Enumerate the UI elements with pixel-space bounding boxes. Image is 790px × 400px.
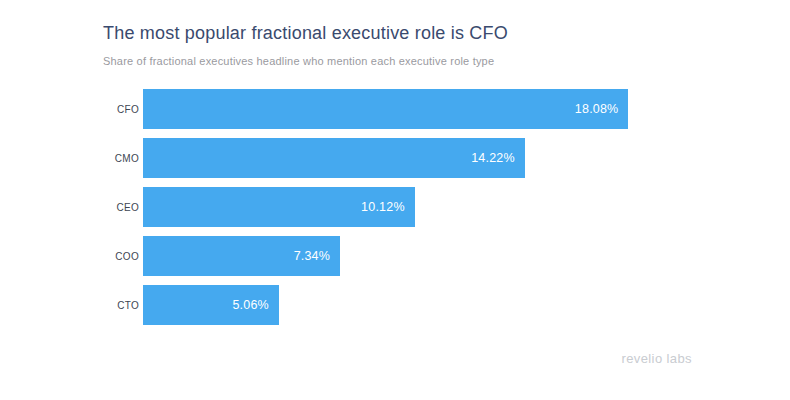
bar-track: 5.06% <box>143 285 680 325</box>
revelio-labs-logo: revelio labs <box>621 351 692 366</box>
chart-subtitle: Share of fractional executives headline … <box>103 55 790 67</box>
bar-value-label: 7.34% <box>294 249 330 263</box>
bar: 14.22% <box>143 138 525 178</box>
category-label: CEO <box>103 202 143 213</box>
category-label: CTO <box>103 300 143 311</box>
category-label: COO <box>103 251 143 262</box>
bar: 10.12% <box>143 187 415 227</box>
chart-title: The most popular fractional executive ro… <box>103 23 790 44</box>
bar: 7.34% <box>143 236 340 276</box>
bar-track: 14.22% <box>143 138 680 178</box>
bar-track: 18.08% <box>143 89 680 129</box>
bar-row: CMO 14.22% <box>103 138 790 178</box>
bar-row: CTO 5.06% <box>103 285 790 325</box>
chart-card: The most popular fractional executive ro… <box>0 0 790 400</box>
bar-row: CEO 10.12% <box>103 187 790 227</box>
bar-chart: CFO 18.08% CMO 14.22% CEO 10.12% COO 7.34% CTO 5.… <box>103 89 790 325</box>
category-label: CFO <box>103 104 143 115</box>
bar: 5.06% <box>143 285 279 325</box>
bar-value-label: 18.08% <box>575 102 619 116</box>
category-label: CMO <box>103 153 143 164</box>
bar-row: COO 7.34% <box>103 236 790 276</box>
bar: 18.08% <box>143 89 628 129</box>
bar-value-label: 5.06% <box>232 298 268 312</box>
bar-track: 7.34% <box>143 236 680 276</box>
bar-value-label: 14.22% <box>471 151 515 165</box>
bar-row: CFO 18.08% <box>103 89 790 129</box>
bar-value-label: 10.12% <box>361 200 405 214</box>
bar-track: 10.12% <box>143 187 680 227</box>
